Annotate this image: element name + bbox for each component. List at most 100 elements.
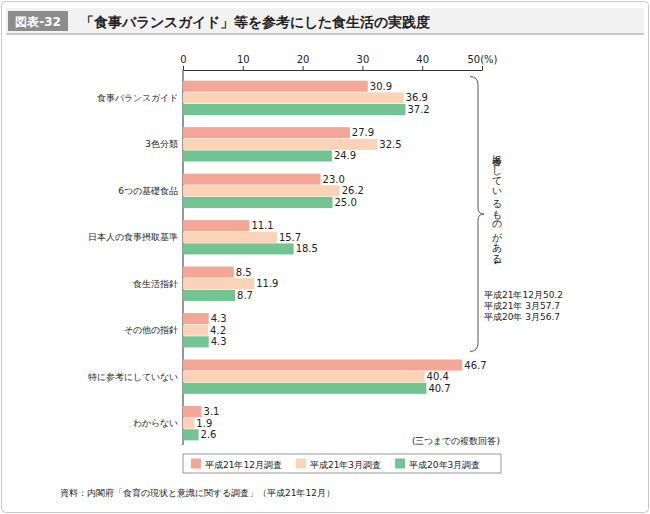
y-tick: 3色分類 [145,139,183,149]
bar [183,406,202,417]
bar [183,139,377,150]
y-tick-label: 日本人の食事摂取基準 [88,232,178,242]
y-tick-label: 6つの基礎食品 [118,186,178,196]
y-tick: わからない [133,418,183,428]
badge: 図表-32 [15,15,61,29]
x-tick-label: 50(%) [467,54,497,65]
bar [183,127,350,138]
data-label: 23.0 [323,174,345,185]
y-tick: 特に参考にしていない [88,372,183,382]
x-tick-mark [422,66,423,70]
x-tick-mark [362,66,363,70]
x-tick: 30 [357,54,370,70]
bar [183,290,235,301]
y-tick-label: 食生活指針 [133,279,178,289]
y-tick: 食事バランスガイド [97,93,183,103]
frame [2,2,649,513]
data-label: 40.7 [428,383,450,394]
data-label: 27.9 [352,127,374,138]
x-tick-label: 20 [297,54,310,65]
y-tick-label: 3色分類 [145,139,178,149]
data-label: 30.9 [370,81,392,92]
legend-label: 平成20年3月調査 [409,460,480,470]
x-tick-mark [303,66,304,70]
legend-swatch [191,459,201,469]
bar [183,418,194,429]
bar [183,383,426,394]
data-label: 8.5 [236,267,252,278]
title: 「食事バランスガイド」等を参考にした食生活の実践度 [80,14,430,30]
annotation: 平成20年 3月56.7 [484,312,560,322]
bar [183,150,332,161]
x-tick: 10 [237,54,250,70]
bracket [470,77,484,352]
x-tick: 50(%) [467,54,497,70]
data-label: 37.2 [407,104,429,115]
data-label: 2.6 [201,429,217,440]
bar [183,185,340,196]
x-axis-line [184,70,483,71]
y-axis: 食事バランスガイド 3色分類 6つの基礎食品日本人の食事摂取基準食生活指針その他の指… [88,70,183,445]
legend-label: 平成21年3月調査 [310,460,381,470]
y-tick: その他の指針 [124,325,183,335]
data-label: 11.9 [256,278,278,289]
x-tick-mark [482,66,483,70]
data-label: 18.5 [296,243,318,254]
annotation: 平成21年 3月57.7 [484,301,560,311]
bar [183,429,199,440]
bar [183,104,405,115]
data-label: 4.3 [211,313,227,324]
y-tick: 6つの基礎食品 [118,186,183,196]
data-label: 32.5 [379,139,401,150]
x-tick-label: 0 [180,54,186,65]
x-tick-mark [183,66,184,70]
data-label: 4.2 [210,325,226,336]
legend: 平成21年12月調査 平成21年3月調査 平成20年3月調査 [183,454,501,473]
annotation: 参考にしているものがある↓ [491,148,503,266]
data-label: 3.1 [204,406,220,417]
data-label: 15.7 [279,232,301,243]
bars [183,81,462,441]
x-tick: 20 [297,54,310,70]
x-tick-label: 40 [416,54,429,65]
bar [183,336,209,347]
bar [183,313,209,324]
data-label: 4.3 [211,336,227,347]
y-tick: 食生活指針 [133,279,183,289]
bar [183,371,425,382]
x-tick: 40 [416,54,429,70]
legend-swatch [296,459,306,469]
x-tick: 0 [180,54,186,70]
data-label: 8.7 [237,290,253,301]
legend-swatch [395,459,405,469]
bar [183,278,254,289]
bar [183,267,234,278]
y-tick-label: 特に参考にしていない [88,372,178,382]
bar [183,174,321,185]
bar [183,359,462,370]
bar [183,232,277,243]
bar [183,243,294,254]
legend-box [183,454,501,473]
data-label: 40.4 [427,371,449,382]
badge-box [8,11,68,31]
x-axis: 0 10 20 30 40 50(%) [180,54,497,71]
title-bar [6,8,644,34]
x-tick-mark [243,66,244,70]
legend-label: 平成21年12月調査 [205,460,282,470]
y-tick: 日本人の食事摂取基準 [88,232,183,242]
x-tick-label: 30 [357,54,370,65]
annotation: 平成21年12月50.2 [484,290,563,300]
data-label: 1.9 [196,418,212,429]
y-tick-label: その他の指針 [124,325,178,335]
data-label: 36.9 [406,92,428,103]
bar [183,220,249,231]
y-tick-label: わからない [133,418,178,428]
x-tick-label: 10 [237,54,250,65]
data-labels: 30.927.923.011.18.54.346.73.136.932.526.… [196,81,486,441]
source: 資料：内閣府「食育の現状と意識に関する調査」（平成21年12月） [60,488,335,498]
data-label: 24.9 [334,150,356,161]
bar [183,325,208,336]
bar [183,81,368,92]
data-label: 26.2 [342,185,364,196]
